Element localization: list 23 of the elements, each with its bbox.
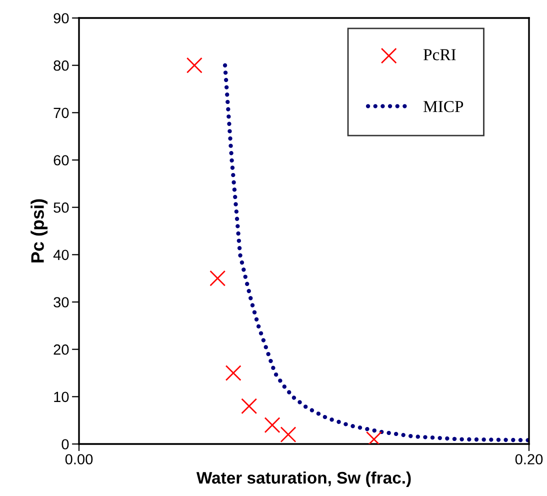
y-tick-label: 60 [54, 155, 69, 166]
x-tick-label: 0.20 [515, 454, 543, 464]
y-tick-label: 20 [54, 344, 69, 355]
y-tick-label: 80 [54, 60, 69, 71]
y-tick-label: 30 [54, 297, 69, 308]
point [280, 426, 296, 443]
x-axis-title: Water saturation, Sw (frac.) [196, 471, 411, 488]
y-tick-label: 50 [54, 202, 69, 213]
y-tick-label: 40 [53, 250, 69, 260]
point [264, 417, 280, 434]
line-series [222, 63, 529, 442]
y-tick-label: 10 [54, 392, 69, 402]
legend-label: PcRI [423, 49, 456, 60]
y-axis-title: Pc (psi) [30, 199, 48, 262]
y-tick-label: 90 [54, 13, 69, 24]
point [210, 270, 226, 286]
point [225, 365, 242, 381]
y-tick-label: 70 [54, 108, 69, 118]
y-tick-label: 0 [62, 439, 69, 450]
point [241, 398, 258, 414]
legend-label: MICP [423, 100, 464, 112]
x-tick-label: 0.00 [65, 454, 93, 464]
point [186, 57, 202, 74]
